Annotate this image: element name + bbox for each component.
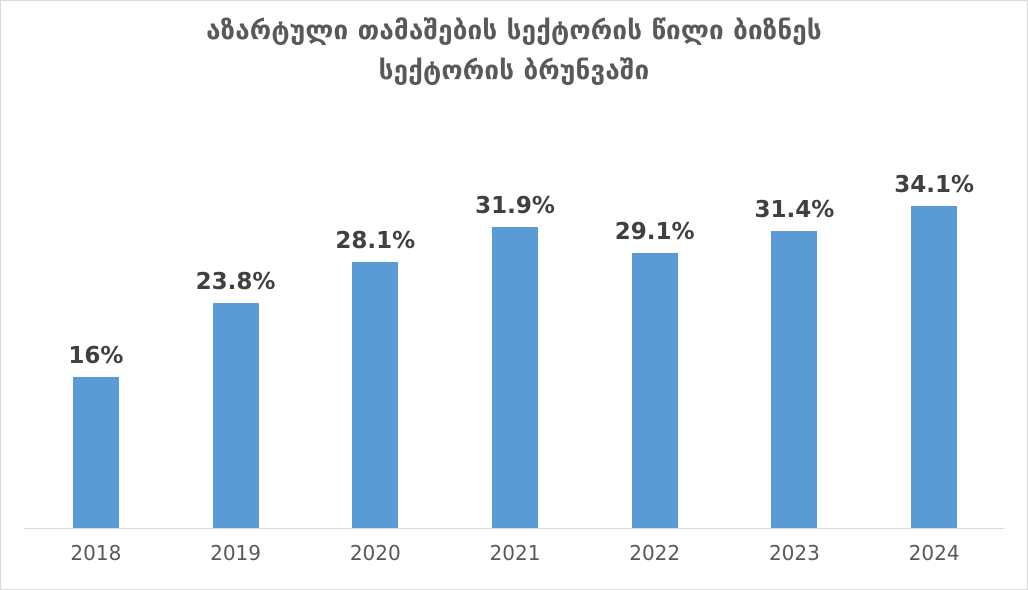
plot-area: 16% 2018 23.8% 2019 28.1% 2020 31.9% 2021 29.1% 2…	[24, 1, 1004, 589]
x-axis-tick-label: 2018	[70, 541, 122, 565]
x-axis-tick-label: 2019	[210, 541, 261, 565]
bar	[911, 206, 958, 528]
bar-group: 29.1% 2022	[585, 1, 725, 589]
bar	[631, 253, 678, 528]
bar-group: 23.8% 2019	[166, 1, 306, 589]
bar	[352, 262, 399, 528]
chart-title: აზარტული თამაშების სექტორის წილი ბიზნეს …	[1, 11, 1027, 92]
bar-value-label: 29.1%	[614, 219, 695, 245]
bar-group: 16% 2018	[26, 1, 166, 589]
bar	[491, 227, 538, 528]
bar	[212, 303, 259, 528]
x-axis-line	[24, 528, 1004, 529]
bar-value-label: 34.1%	[894, 172, 975, 198]
bar-value-label: 16%	[68, 343, 124, 369]
bar	[72, 377, 119, 528]
bar-group: 34.1% 2024	[864, 1, 1004, 589]
bar-value-label: 31.4%	[754, 197, 835, 223]
bar	[771, 231, 818, 528]
bar-value-label: 23.8%	[195, 269, 276, 295]
bar-group: 28.1% 2020	[305, 1, 445, 589]
x-axis-tick-label: 2024	[908, 541, 960, 565]
bar-value-label: 31.9%	[475, 193, 555, 219]
x-axis-tick-label: 2020	[349, 541, 401, 565]
bar-value-label: 28.1%	[335, 228, 416, 254]
x-axis-tick-label: 2021	[489, 541, 541, 565]
x-axis-tick-label: 2022	[629, 541, 681, 565]
bar-group: 31.9% 2021	[445, 1, 585, 589]
bar-group: 31.4% 2023	[725, 1, 865, 589]
chart-title-line-2: სექტორის ბრუნვაში	[378, 56, 650, 87]
x-axis-tick-label: 2023	[768, 541, 820, 565]
chart-title-line-1: აზარტული თამაშების სექტორის წილი ბიზნეს	[206, 16, 822, 46]
